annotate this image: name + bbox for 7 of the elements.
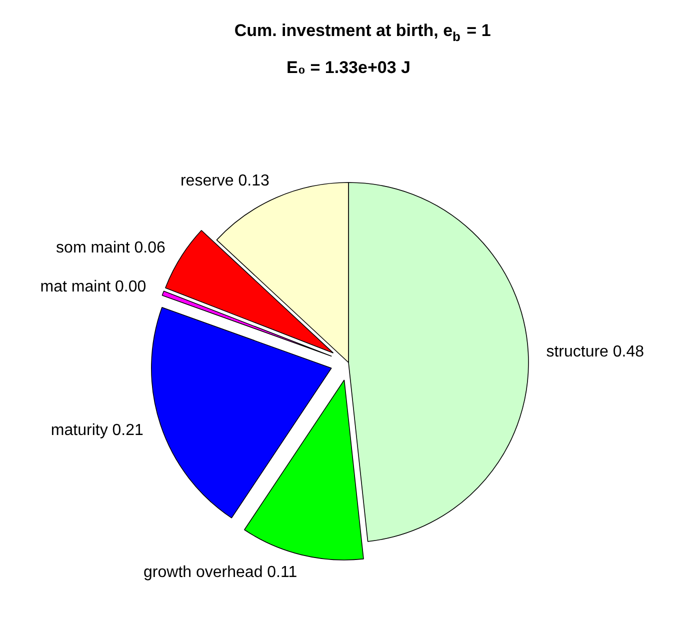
slice-label: som maint 0.06	[56, 239, 166, 256]
chart-subtitle: E₀ = 1.33e+03 J	[286, 58, 410, 77]
slice-label: structure 0.48	[546, 343, 644, 360]
slice-label: growth overhead 0.11	[144, 564, 298, 581]
slice-label: maturity 0.21	[50, 422, 144, 439]
slice-label: reserve 0.13	[180, 172, 270, 190]
slice-label: mat maint 0.00	[40, 278, 146, 296]
